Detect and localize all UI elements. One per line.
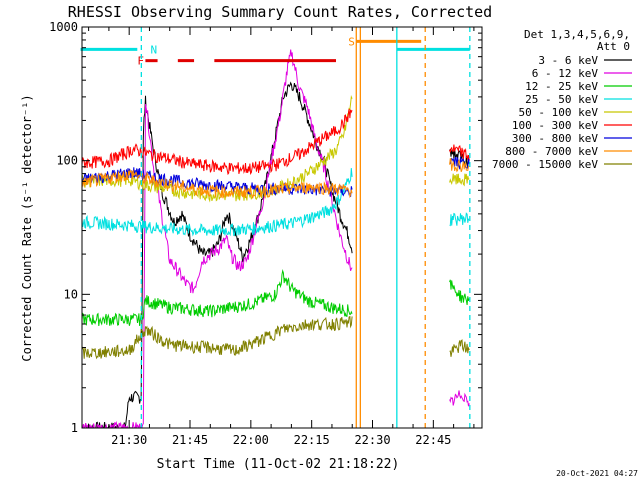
series-line-post-1 [449, 390, 470, 407]
legend-label-7: 800 - 7000 keV [505, 145, 598, 158]
legend-header-0: Det 1,3,4,5,6,9, [524, 28, 630, 41]
series-line-main-8 [82, 315, 353, 360]
x-tick-label-2: 22:00 [233, 433, 269, 447]
legend-label-3: 25 - 50 keV [525, 93, 598, 106]
series-line-post-0 [449, 149, 470, 168]
footer-date: 20-Oct-2021 04:27 [556, 469, 638, 478]
series-line-main-0 [82, 81, 353, 428]
chart-title: RHESSI Observing Summary Count Rates, Co… [68, 3, 492, 21]
plot-area: NF S 1 10 100 1000 21:30 21:45 22:00 22:15 22:30 22… [49, 20, 483, 447]
legend-label-5: 100 - 300 keV [512, 119, 598, 132]
legend-label-4: 50 - 100 keV [519, 106, 599, 119]
series-line-main-5 [82, 108, 353, 176]
x-axis-label: Start Time (11-Oct-02 21:18:22) [157, 457, 400, 472]
series-line-main-1 [82, 49, 353, 428]
legend-label-0: 3 - 6 keV [538, 54, 598, 67]
plot-inner [82, 49, 470, 428]
series-line-post-8 [449, 339, 470, 357]
series-line-main-4 [82, 95, 353, 203]
series-line-post-4 [449, 173, 470, 187]
legend-label-2: 12 - 25 keV [525, 80, 598, 93]
series-line-post-7 [449, 158, 470, 173]
x-tick-label-1: 21:45 [172, 433, 208, 447]
legend-header-1: Att 0 [597, 40, 630, 53]
flag-label-S: S [348, 35, 355, 48]
flag-label-N: N [151, 43, 158, 56]
x-tick-label-4: 22:30 [354, 433, 390, 447]
y-tick-label-3: 1000 [49, 20, 78, 34]
series-line-post-5 [449, 144, 470, 161]
legend-label-1: 6 - 12 keV [532, 67, 599, 80]
y-tick-label-1: 10 [64, 287, 78, 301]
flag-label-F: F [137, 55, 144, 68]
legend-label-8: 7000 - 15000 keV [492, 158, 598, 171]
x-tick-label-0: 21:30 [111, 433, 147, 447]
x-tick-label-5: 22:45 [415, 433, 451, 447]
y-tick-label-2: 100 [56, 154, 78, 168]
y-axis-label: Corrected Count Rate (s⁻¹ detector⁻¹) [20, 94, 34, 361]
series-line-post-2 [449, 279, 470, 305]
plot-frame [81, 26, 483, 429]
series-line-main-7 [82, 168, 353, 199]
x-tick-label-3: 22:15 [294, 433, 330, 447]
series-line-post-3 [449, 212, 470, 227]
legend-label-6: 300 - 800 keV [512, 132, 598, 145]
y-tick-label-0: 1 [71, 421, 78, 435]
series-line-main-3 [82, 168, 353, 237]
series-line-main-2 [82, 268, 353, 327]
